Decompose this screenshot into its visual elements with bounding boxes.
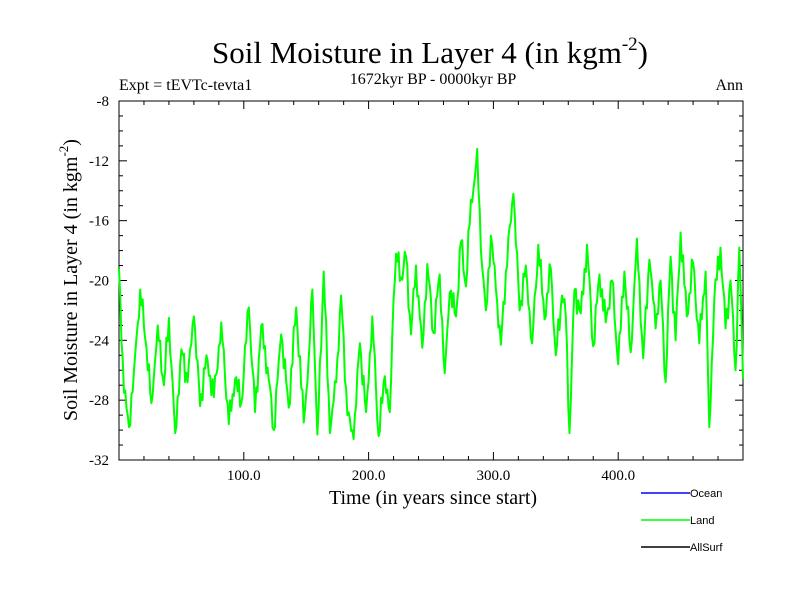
x-axis-label: Time (in years since start) — [329, 487, 537, 509]
chart-title: Soil Moisture in Layer 4 (in kgm-2) — [212, 34, 648, 70]
y-tick-label: -8 — [97, 94, 110, 110]
season-label: Ann — [715, 77, 743, 94]
x-tick-label: 200.0 — [352, 468, 386, 484]
legend-label-land: Land — [690, 515, 714, 527]
legend: Ocean Land AllSurf — [641, 488, 723, 554]
x-axis-ticks: 100.0 200.0 300.0 400.0 — [143, 101, 719, 484]
legend-label-allsurf: AllSurf — [690, 542, 723, 554]
y-tick-label: -16 — [89, 214, 109, 230]
y-tick-label: -28 — [89, 393, 109, 409]
x-tick-label: 100.0 — [227, 468, 261, 484]
x-tick-label: 400.0 — [601, 468, 635, 484]
chart-subtitle: 1672kyr BP - 0000kyr BP — [350, 71, 517, 88]
x-tick-label: 300.0 — [477, 468, 511, 484]
experiment-label: Expt = tEVTc-tevta1 — [119, 77, 252, 94]
series-line-land — [118, 147, 744, 441]
y-tick-label: -12 — [89, 154, 109, 170]
plot-frame — [118, 100, 744, 461]
y-tick-label: -20 — [89, 274, 109, 290]
legend-label-ocean: Ocean — [690, 488, 722, 500]
y-axis-label: Soil Moisture in Layer 4 (in kgm-2) — [56, 139, 82, 421]
y-tick-label: -24 — [89, 333, 109, 349]
y-tick-label: -32 — [89, 453, 109, 469]
y-axis-ticks: -32 -28 -24 -20 -16 -12 -8 — [89, 94, 743, 469]
